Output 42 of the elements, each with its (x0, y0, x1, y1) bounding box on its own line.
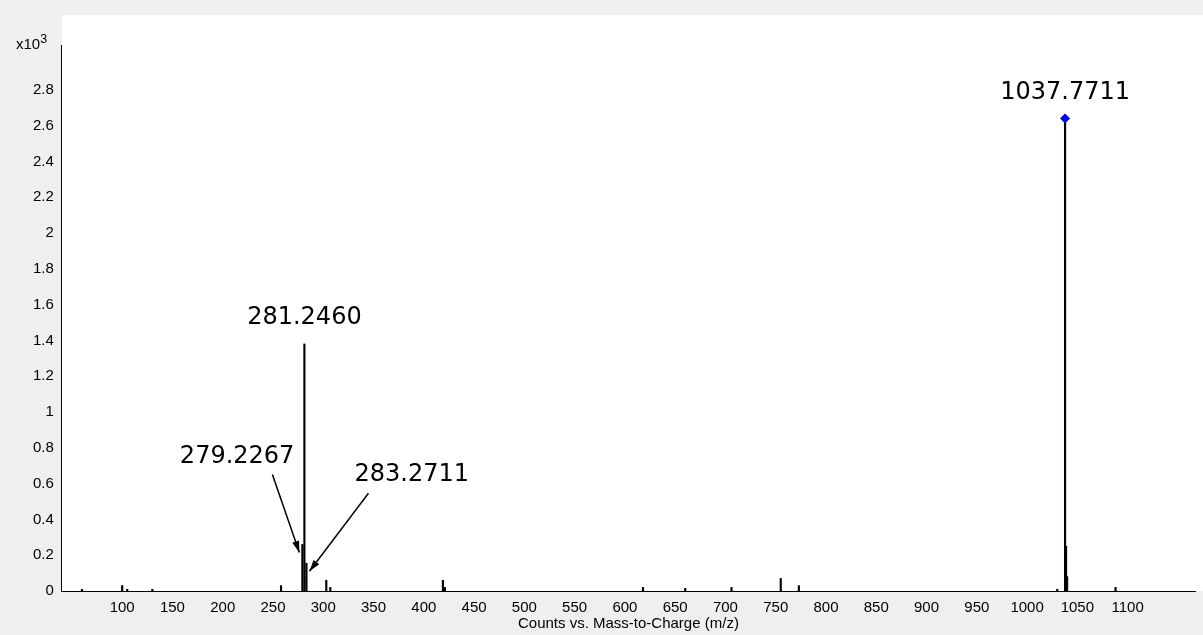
y-tick-label: 1.4 (32, 330, 54, 348)
y-tick-label: 0.4 (32, 509, 54, 527)
x-tick-label: 300 (310, 598, 336, 616)
y-tick-label: 2.8 (32, 79, 54, 97)
annotation: 281.2460 (247, 302, 362, 331)
x-tick-label: 1050 (1060, 598, 1095, 616)
x-tick-label: 450 (461, 598, 487, 616)
y-tick-label: 1.6 (32, 294, 54, 312)
x-tick-label: 1000 (1010, 598, 1044, 616)
annotation: 283.2711 (354, 459, 469, 488)
x-tick-label: 100 (109, 598, 135, 616)
x-tick-label: 250 (260, 598, 286, 616)
x-tick-label: 350 (361, 598, 387, 616)
x-tick-label: 950 (964, 598, 990, 616)
x-tick-label: 400 (411, 598, 437, 616)
x-tick-label: 1100 (1111, 598, 1144, 616)
x-tick-label: 750 (763, 598, 789, 616)
x-tick-label: 200 (210, 598, 236, 616)
x-tick-label: 650 (662, 598, 688, 616)
x-axis-title: Counts vs. Mass-to-Charge (m/z) (517, 614, 739, 632)
x-tick-label: 600 (612, 598, 638, 616)
x-tick-label: 550 (562, 598, 588, 616)
x-tick-label: 900 (914, 598, 940, 616)
x-tick-label: 800 (813, 598, 839, 616)
annotation: 1037.7711 (1000, 76, 1130, 105)
y-tick-label: 0.2 (32, 545, 54, 563)
y-tick-label: 0 (45, 581, 54, 599)
annotation: 279.2267 (179, 440, 295, 469)
y-tick-label: 2.2 (32, 187, 54, 205)
x-tick-label: 850 (863, 598, 889, 616)
x-tick-label: 500 (511, 598, 537, 616)
x-tick-label: 150 (159, 598, 185, 616)
y-tick-label: 2.6 (32, 115, 54, 133)
y-axis-title: x10$^{3}$ (16, 32, 48, 52)
y-tick-label: 1.2 (32, 366, 54, 384)
y-tick-label: 1.8 (32, 258, 54, 276)
y-tick-label: 2.4 (32, 151, 54, 169)
y-tick-label: 0.6 (32, 473, 54, 491)
y-tick-label: 0.8 (32, 437, 54, 455)
y-tick-label: 1 (45, 402, 54, 420)
x-tick-label: 700 (712, 598, 738, 616)
y-tick-label: 2 (45, 223, 54, 241)
